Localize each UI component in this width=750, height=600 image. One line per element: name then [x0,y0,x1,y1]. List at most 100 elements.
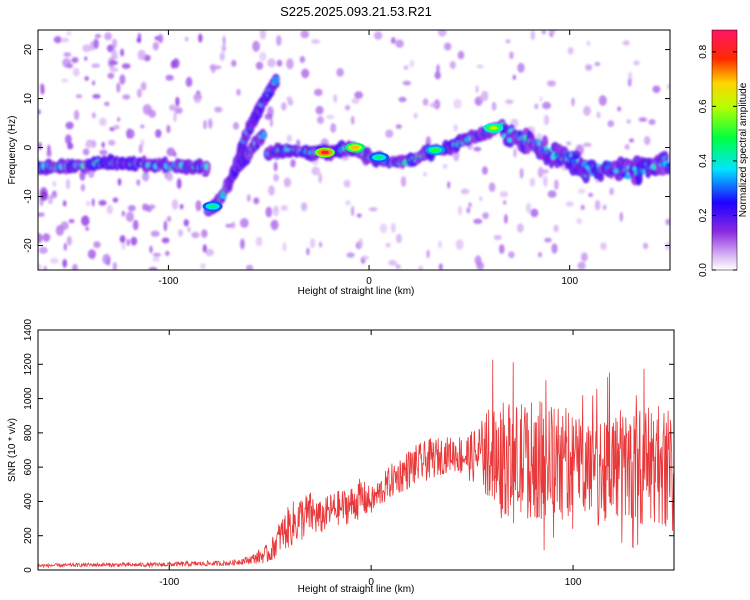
noise-blob [202,244,207,253]
noise-blob [42,233,51,242]
noise-blob [553,224,559,233]
noise-blob [111,49,118,59]
noise-blob [544,237,552,243]
noise-blob [48,195,53,205]
noise-blob [73,67,80,77]
noise-blob [583,105,591,116]
noise-blob [429,103,437,108]
noise-blob [132,219,139,231]
snr-x-ticks: -100 0 100 [159,330,582,588]
heatmap-peak [483,122,504,133]
noise-blob [505,99,514,105]
noise-blob [358,238,363,249]
noise-blob [60,37,70,43]
noise-blob [534,103,539,110]
noise-blob [499,244,505,254]
ridge-core [573,155,579,159]
noise-blob [85,226,89,231]
noise-blob [588,192,594,198]
snr-y-tick-label: 1000 [23,387,34,410]
noise-blob [221,44,227,52]
noise-blob [230,221,236,229]
noise-blob [517,62,525,73]
noise-blob [475,85,479,93]
noise-blob [273,161,278,172]
noise-blob [596,111,601,119]
noise-blob [165,74,174,81]
noise-blob [318,172,323,184]
noise-blob [92,80,96,86]
noise-blob [179,204,184,210]
noise-blob [622,40,630,46]
noise-blob [473,146,482,152]
noise-blob [62,200,67,207]
noise-blob [265,206,273,218]
colorbar-tick-label: 0.0 [698,263,709,277]
noise-blob [582,142,592,147]
noise-blob [326,114,335,120]
noise-blob [125,211,134,222]
noise-blob [87,249,96,259]
noise-blob [116,117,121,122]
noise-blob [183,219,189,227]
noise-blob [542,101,552,110]
noise-blob [193,93,202,104]
noise-blob [453,124,458,132]
noise-blob [554,179,559,191]
noise-blob [273,205,278,213]
noise-blob [286,96,293,102]
noise-blob [104,32,112,41]
noise-blob [82,148,90,156]
noise-blob [354,91,364,99]
peak-core [351,145,360,150]
snr-x-tick-label: 100 [565,577,582,588]
noise-blob [539,96,543,102]
peak-core [489,126,498,130]
snr-x-tick-label: 0 [368,577,374,588]
noise-blob [112,197,119,203]
noise-blob [126,128,131,139]
snr-y-tick-label: 1200 [23,353,34,376]
noise-blob [466,207,471,214]
noise-blob [233,122,239,130]
noise-blob [255,236,263,247]
noise-blob [214,106,223,113]
noise-blob [311,166,321,176]
heatmap-spectrum [38,30,670,270]
noise-blob [165,250,170,256]
snr-y-tick-label: 600 [23,458,34,475]
noise-blob [127,205,136,212]
colorbar-gradient [711,29,738,271]
noise-blob [344,105,351,111]
noise-blob [629,138,634,143]
noise-blob [580,252,588,262]
noise-blob [468,202,472,208]
noise-blob [666,84,670,90]
noise-blob [157,34,164,44]
noise-blob [148,267,158,270]
noise-blob [460,188,470,195]
noise-blob [306,247,310,256]
noise-blob [595,178,599,184]
noise-blob [499,191,509,198]
noise-blob [104,101,110,107]
noise-blob [455,239,464,251]
noise-blob [46,150,52,158]
noise-blob [225,223,232,228]
peak-core [431,148,440,152]
noise-blob [53,36,62,44]
noise-blob [80,183,86,192]
snr-background [38,330,674,570]
noise-blob [530,208,539,218]
noise-blob [140,124,145,129]
noise-blob [99,149,108,156]
noise-blob [148,204,156,210]
noise-blob [67,142,74,150]
noise-blob [537,166,544,178]
noise-blob [198,33,203,43]
noise-blob [438,263,443,270]
noise-blob [547,80,556,87]
noise-blob [525,202,532,214]
noise-blob [626,119,631,124]
noise-blob [38,233,43,244]
